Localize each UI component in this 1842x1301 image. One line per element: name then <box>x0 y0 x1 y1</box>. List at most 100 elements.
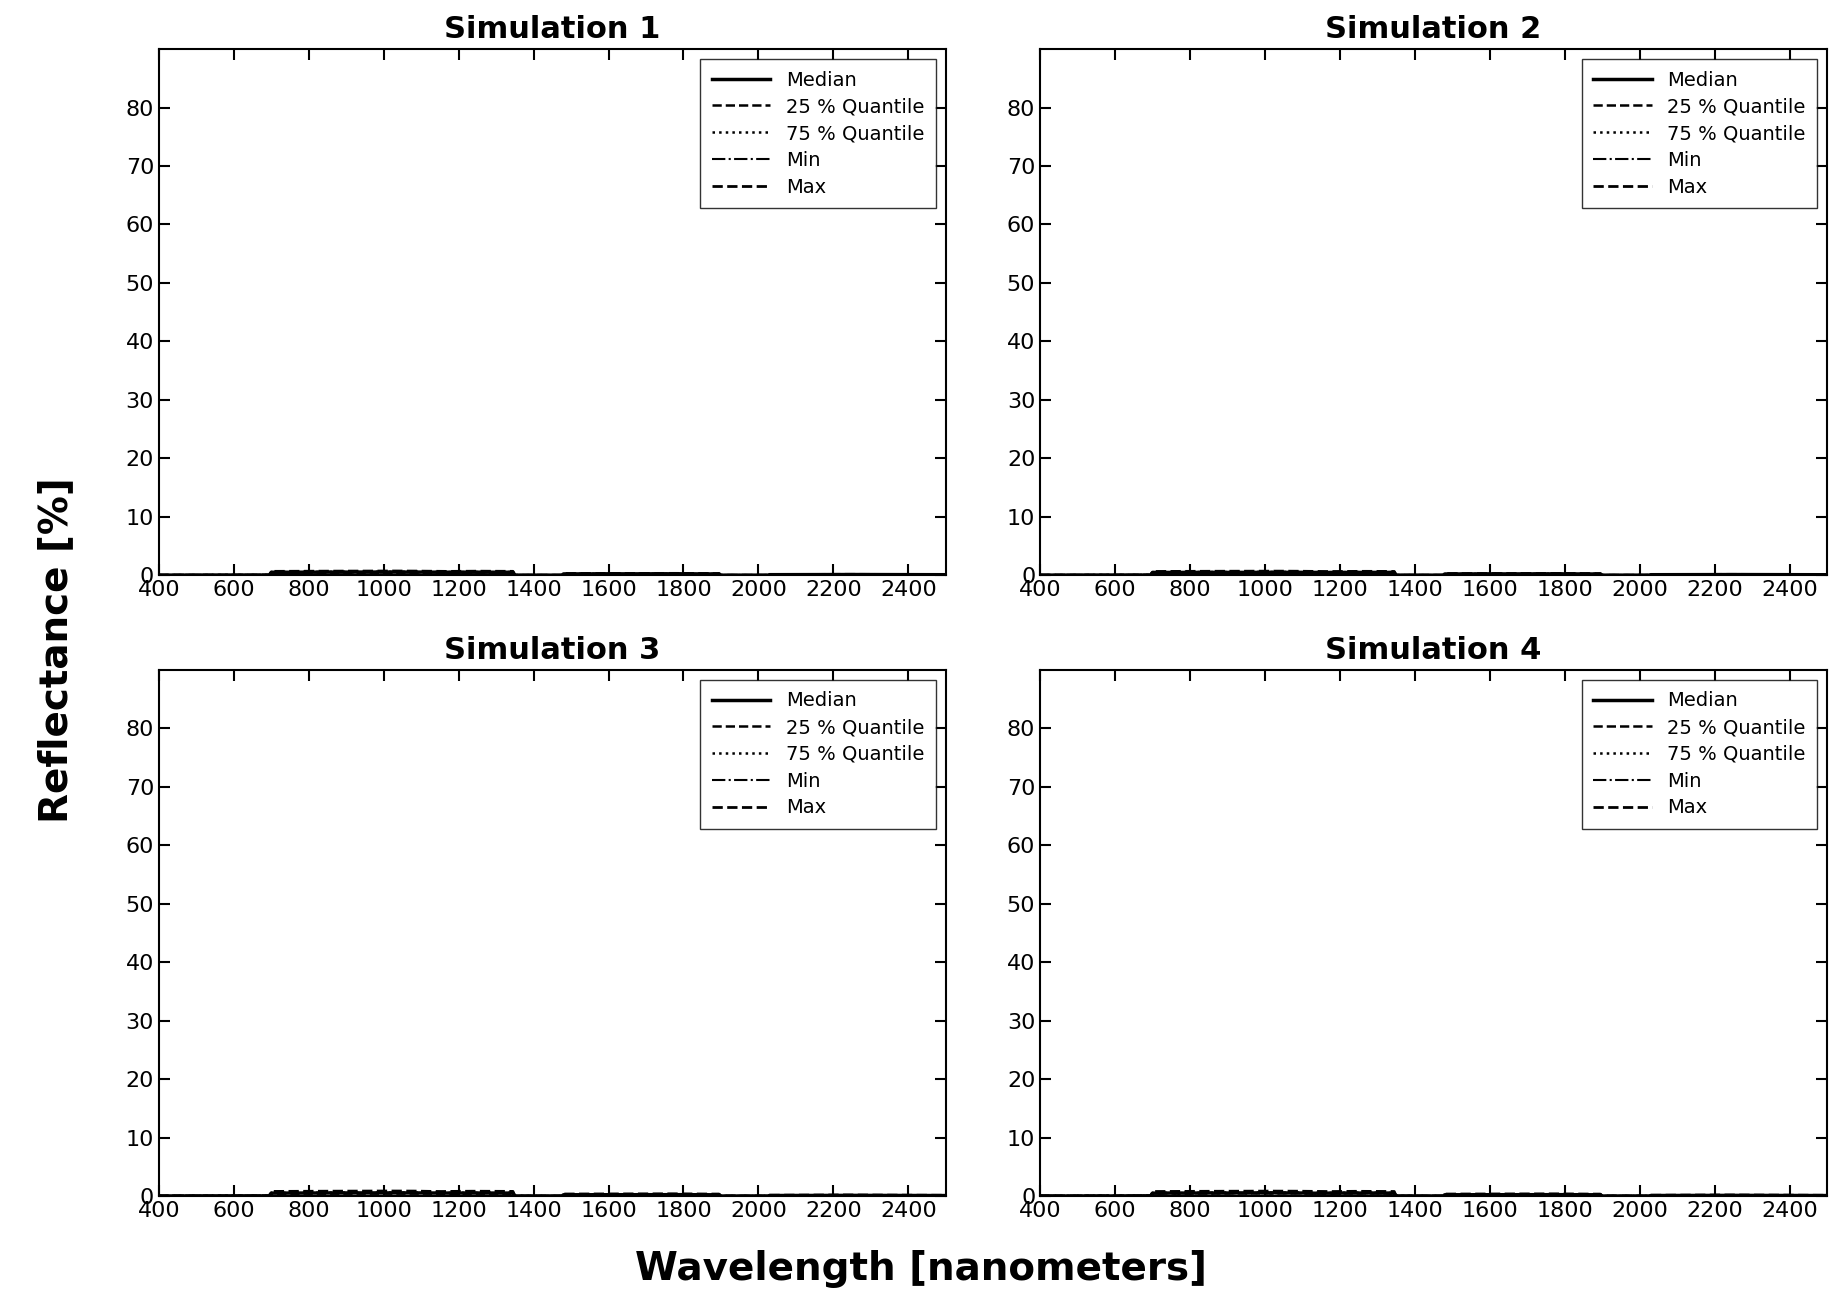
75 % Quantile <box>1619 1188 1641 1203</box>
25 % Quantile <box>934 1188 956 1203</box>
Median <box>1030 1188 1052 1203</box>
Median <box>1661 567 1684 583</box>
25 % Quantile <box>790 567 812 583</box>
Max <box>1030 567 1052 583</box>
Median <box>790 567 812 583</box>
Max <box>147 1188 169 1203</box>
75 % Quantile <box>742 1188 764 1203</box>
25 % Quantile <box>1673 567 1695 583</box>
Max <box>383 563 405 579</box>
Median <box>551 567 573 583</box>
Min <box>1030 1188 1052 1203</box>
Max <box>1265 1184 1288 1200</box>
75 % Quantile <box>934 1188 956 1203</box>
Max <box>1623 1188 1645 1203</box>
25 % Quantile <box>781 567 803 583</box>
75 % Quantile <box>739 567 761 583</box>
75 % Quantile <box>626 1187 648 1202</box>
25 % Quantile <box>934 567 956 583</box>
Median <box>1431 567 1453 583</box>
75 % Quantile <box>1277 565 1299 580</box>
75 % Quantile <box>551 567 573 583</box>
Line: 25 % Quantile: 25 % Quantile <box>1041 1193 1827 1196</box>
Min <box>1619 567 1641 583</box>
Min <box>1507 567 1529 583</box>
Line: Median: Median <box>158 1193 945 1196</box>
75 % Quantile <box>147 567 169 583</box>
Min <box>790 1188 812 1203</box>
Median <box>1619 1188 1641 1203</box>
75 % Quantile <box>781 567 803 583</box>
25 % Quantile <box>396 1185 418 1201</box>
Line: 75 % Quantile: 75 % Quantile <box>158 571 945 575</box>
Max <box>1619 1188 1641 1203</box>
75 % Quantile <box>790 1188 812 1203</box>
Median <box>1816 567 1838 583</box>
Max <box>396 563 418 579</box>
25 % Quantile <box>1619 1188 1641 1203</box>
Max <box>1619 567 1641 583</box>
Line: Max: Max <box>158 571 945 575</box>
Min <box>1431 567 1453 583</box>
25 % Quantile <box>1673 1188 1695 1203</box>
25 % Quantile <box>1816 567 1838 583</box>
Min <box>1661 567 1684 583</box>
Min <box>1431 1188 1453 1203</box>
25 % Quantile <box>551 1188 573 1203</box>
Median <box>383 565 405 580</box>
Max <box>626 1187 648 1202</box>
Median <box>781 1188 803 1203</box>
25 % Quantile <box>1661 567 1684 583</box>
Line: 25 % Quantile: 25 % Quantile <box>158 1193 945 1196</box>
25 % Quantile <box>739 1188 761 1203</box>
Median <box>1623 1188 1645 1203</box>
Min <box>1623 567 1645 583</box>
75 % Quantile <box>1623 1188 1645 1203</box>
Median <box>1661 1188 1684 1203</box>
Line: 25 % Quantile: 25 % Quantile <box>1041 572 1827 575</box>
Title: Simulation 3: Simulation 3 <box>444 636 661 665</box>
75 % Quantile <box>1623 567 1645 583</box>
Line: Median: Median <box>158 572 945 575</box>
Median <box>1030 567 1052 583</box>
Min <box>739 1188 761 1203</box>
Median <box>1816 1188 1838 1203</box>
75 % Quantile <box>934 567 956 583</box>
Max <box>383 1183 405 1198</box>
25 % Quantile <box>1619 567 1641 583</box>
Line: 25 % Quantile: 25 % Quantile <box>158 572 945 575</box>
Median <box>396 565 418 580</box>
Median <box>1507 1187 1529 1202</box>
25 % Quantile <box>1623 1188 1645 1203</box>
75 % Quantile <box>147 1188 169 1203</box>
75 % Quantile <box>1265 565 1288 580</box>
Line: Max: Max <box>1041 1192 1827 1196</box>
Median <box>739 567 761 583</box>
Max <box>396 1183 418 1198</box>
Min <box>1277 1188 1299 1203</box>
Min <box>383 567 405 583</box>
Max <box>1265 563 1288 579</box>
Max <box>1816 567 1838 583</box>
Title: Simulation 2: Simulation 2 <box>1326 16 1542 44</box>
Median <box>383 1185 405 1201</box>
25 % Quantile <box>781 1188 803 1203</box>
Min <box>1507 1188 1529 1203</box>
Min <box>934 1188 956 1203</box>
Median <box>1242 1185 1264 1201</box>
75 % Quantile <box>1431 567 1453 583</box>
Min <box>742 1188 764 1203</box>
Max <box>1507 1187 1529 1202</box>
Max <box>1507 566 1529 582</box>
25 % Quantile <box>551 567 573 583</box>
Title: Simulation 1: Simulation 1 <box>444 16 661 44</box>
Max <box>1030 1188 1052 1203</box>
Min <box>396 567 418 583</box>
75 % Quantile <box>1661 567 1684 583</box>
Median <box>1265 565 1288 580</box>
75 % Quantile <box>739 1188 761 1203</box>
Min <box>934 567 956 583</box>
Max <box>1661 1188 1684 1203</box>
25 % Quantile <box>742 1188 764 1203</box>
25 % Quantile <box>1044 1188 1067 1203</box>
